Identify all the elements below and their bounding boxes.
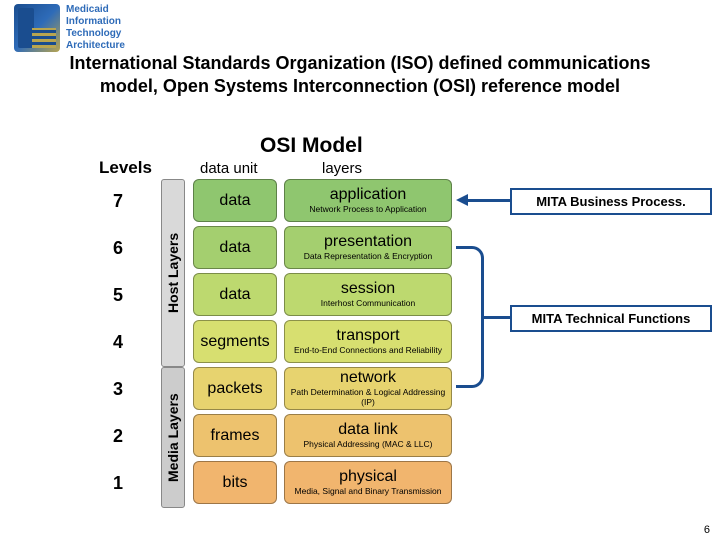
layer-pill: data link Physical Addressing (MAC & LLC): [284, 414, 452, 457]
data-unit-pill: frames: [193, 414, 277, 457]
level-number: 1: [113, 473, 123, 494]
logo-line: Medicaid: [66, 4, 109, 15]
level-number: 4: [113, 332, 123, 353]
level-number: 5: [113, 285, 123, 306]
layer-pill: transport End-to-End Connections and Reli…: [284, 320, 452, 363]
page-title: International Standards Organization (IS…: [0, 52, 720, 97]
data-unit-text: segments: [200, 334, 269, 350]
levels-label: Levels: [99, 158, 152, 178]
layer-subtitle: Data Representation & Encryption: [304, 252, 433, 261]
data-unit-header: data unit: [200, 160, 258, 177]
layer-subtitle: Media, Signal and Binary Transmission: [295, 487, 442, 496]
media-layers-label: Media Layers: [161, 367, 185, 508]
logo-line: Architecture: [66, 40, 125, 51]
layer-name: data link: [338, 422, 398, 438]
layer-name: transport: [336, 328, 399, 344]
data-unit-text: bits: [223, 475, 248, 491]
model-title: OSI Model: [260, 134, 363, 158]
logo-text: Medicaid Information Technology Architec…: [66, 4, 125, 52]
layer-pill: presentation Data Representation & Encryp…: [284, 226, 452, 269]
arrow-head-icon: [456, 194, 468, 206]
data-unit-pill: bits: [193, 461, 277, 504]
data-unit-text: data: [219, 193, 250, 209]
data-unit-text: data: [219, 240, 250, 256]
host-layers-label: Host Layers: [161, 179, 185, 367]
layer-pill: network Path Determination & Logical Addr…: [284, 367, 452, 410]
data-unit-text: data: [219, 287, 250, 303]
layer-subtitle: End-to-End Connections and Reliability: [294, 346, 442, 355]
layer-name: session: [341, 281, 395, 297]
data-unit-text: frames: [211, 428, 260, 444]
layer-pill: session Interhost Communication: [284, 273, 452, 316]
layer-subtitle: Network Process to Application: [309, 205, 426, 214]
level-number: 3: [113, 379, 123, 400]
data-unit-pill: data: [193, 273, 277, 316]
layer-subtitle: Interhost Communication: [321, 299, 416, 308]
layers-header: layers: [322, 160, 362, 177]
bracket-icon: [456, 246, 484, 388]
layer-name: network: [340, 370, 396, 386]
level-number: 2: [113, 426, 123, 447]
data-unit-text: packets: [207, 381, 262, 397]
layer-name: application: [330, 187, 407, 203]
layer-name: presentation: [324, 234, 412, 250]
layer-subtitle: Path Determination & Logical Addressing …: [285, 388, 451, 407]
data-unit-pill: segments: [193, 320, 277, 363]
annotation-business: MITA Business Process.: [510, 188, 712, 215]
logo-line: Technology: [66, 28, 121, 39]
arrow-line: [468, 199, 510, 202]
layer-pill: application Network Process to Applicatio…: [284, 179, 452, 222]
data-unit-pill: data: [193, 226, 277, 269]
level-number: 7: [113, 191, 123, 212]
mita-logo-icon: [14, 4, 60, 52]
logo-area: Medicaid Information Technology Architec…: [14, 4, 125, 52]
bracket-connector: [484, 316, 510, 319]
page-number: 6: [704, 524, 710, 536]
level-number: 6: [113, 238, 123, 259]
layer-name: physical: [339, 469, 397, 485]
data-unit-pill: packets: [193, 367, 277, 410]
layer-pill: physical Media, Signal and Binary Transmi…: [284, 461, 452, 504]
annotation-technical: MITA Technical Functions: [510, 305, 712, 332]
data-unit-pill: data: [193, 179, 277, 222]
logo-line: Information: [66, 16, 121, 27]
layer-subtitle: Physical Addressing (MAC & LLC): [304, 440, 433, 449]
